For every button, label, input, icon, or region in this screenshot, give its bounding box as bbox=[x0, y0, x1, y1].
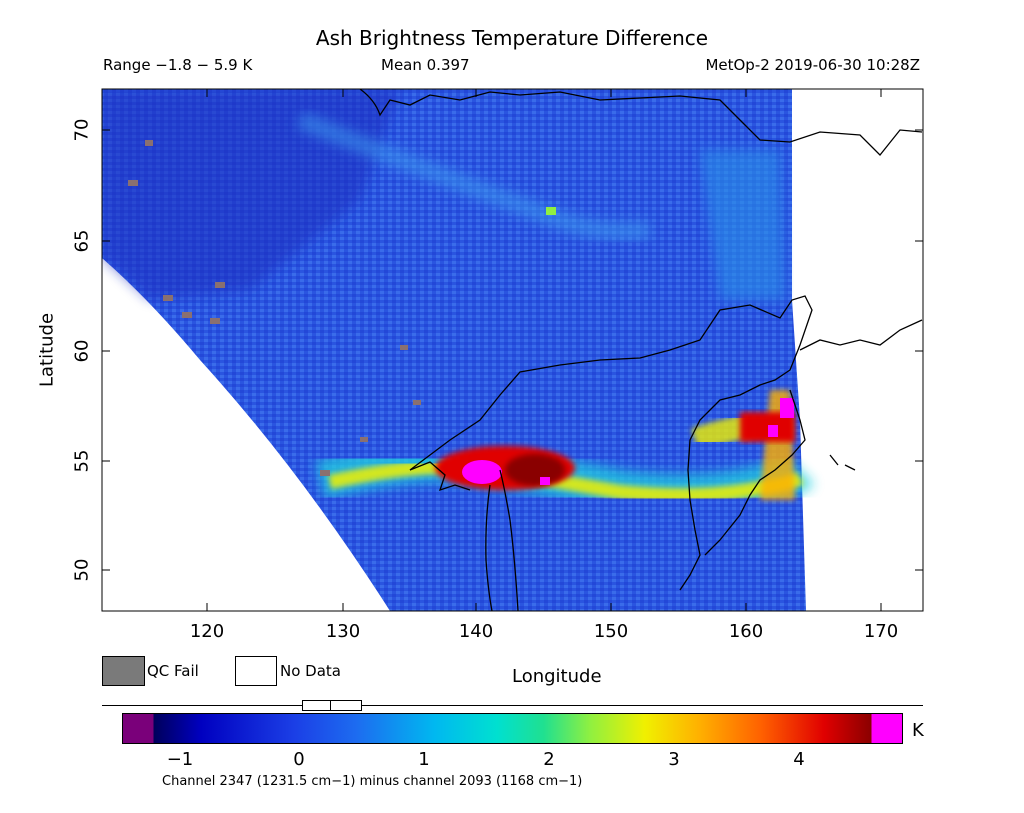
east-plume-magenta bbox=[780, 398, 794, 418]
y-axis-label: Latitude bbox=[36, 312, 58, 388]
y-tick-label: 50 bbox=[71, 558, 93, 582]
channel-caption: Channel 2347 (1231.5 cm−1) minus channel… bbox=[162, 774, 583, 789]
small-islands bbox=[829, 454, 856, 471]
y-tick-label: 70 bbox=[71, 118, 93, 142]
dark-region bbox=[102, 89, 400, 300]
colorbar-units: K bbox=[912, 720, 924, 741]
colorbar-tick-label: 2 bbox=[543, 749, 555, 770]
x-tick-label: 170 bbox=[863, 621, 899, 642]
okhotsk-coast bbox=[409, 295, 813, 591]
colorbar-tick-label: −1 bbox=[166, 749, 194, 770]
cyan-band-right bbox=[700, 150, 785, 300]
plume-magenta-pixel bbox=[540, 477, 550, 485]
colorbar bbox=[122, 713, 903, 744]
no-data-label: No Data bbox=[280, 662, 341, 680]
qc-fail-swatch bbox=[102, 656, 145, 686]
axis-ticks bbox=[102, 89, 923, 611]
chukotka-east bbox=[799, 319, 923, 351]
x-tick-label: 120 bbox=[189, 621, 225, 642]
range-readout: Range −1.8 − 5.9 K bbox=[103, 56, 253, 74]
x-axis-label: Longitude bbox=[512, 666, 602, 687]
y-tick-label: 65 bbox=[71, 229, 93, 253]
no-data-swatch bbox=[235, 656, 277, 686]
plume-core-dark bbox=[505, 454, 565, 486]
coastlines bbox=[359, 88, 923, 612]
colorbar-range-slider[interactable] bbox=[302, 700, 362, 711]
qc-fail-pixels bbox=[128, 140, 421, 476]
x-tick-label: 150 bbox=[593, 621, 629, 642]
satellite-timestamp: MetOp-2 2019-06-30 10:28Z bbox=[705, 56, 920, 74]
y-tick-label: 60 bbox=[71, 339, 93, 363]
x-tick-label: 130 bbox=[325, 621, 361, 642]
green-spot bbox=[546, 207, 556, 215]
kamchatka-east bbox=[704, 389, 806, 556]
light-streak-north bbox=[296, 111, 651, 241]
siberia-coast-north bbox=[359, 88, 923, 156]
colorbar-range-line bbox=[102, 705, 923, 706]
colorbar-tick-label: 4 bbox=[793, 749, 805, 770]
colorbar-tick-label: 0 bbox=[293, 749, 305, 770]
plume-core-magenta bbox=[462, 460, 502, 484]
colorbar-slider-divider bbox=[330, 700, 331, 711]
plot-frame bbox=[101, 88, 924, 612]
qc-fail-label: QC Fail bbox=[147, 662, 199, 680]
sakhalin bbox=[485, 469, 519, 612]
mean-readout: Mean 0.397 bbox=[381, 56, 470, 74]
x-tick-label: 140 bbox=[458, 621, 494, 642]
colorbar-tick-label: 3 bbox=[668, 749, 680, 770]
y-tick-label: 55 bbox=[71, 449, 93, 473]
chart-title: Ash Brightness Temperature Difference bbox=[315, 26, 709, 50]
east-plume-magenta-2 bbox=[768, 425, 778, 437]
data-field bbox=[102, 89, 815, 611]
shantar-coast bbox=[409, 461, 471, 492]
x-tick-label: 160 bbox=[728, 621, 764, 642]
colorbar-tick-label: 1 bbox=[418, 749, 430, 770]
